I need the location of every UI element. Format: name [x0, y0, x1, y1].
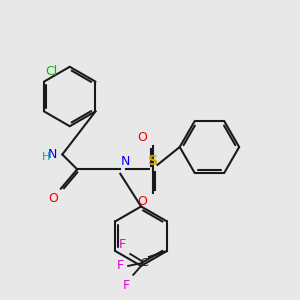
- Text: S: S: [148, 154, 158, 168]
- Text: O: O: [137, 195, 147, 208]
- Text: F: F: [117, 260, 124, 272]
- Text: N: N: [48, 148, 57, 161]
- Text: F: F: [122, 279, 130, 292]
- Text: O: O: [137, 131, 147, 144]
- Text: H: H: [41, 152, 50, 162]
- Text: N: N: [121, 155, 130, 168]
- Text: O: O: [48, 192, 58, 205]
- Text: C: C: [141, 258, 148, 268]
- Text: Cl: Cl: [46, 65, 58, 78]
- Text: F: F: [119, 238, 126, 251]
